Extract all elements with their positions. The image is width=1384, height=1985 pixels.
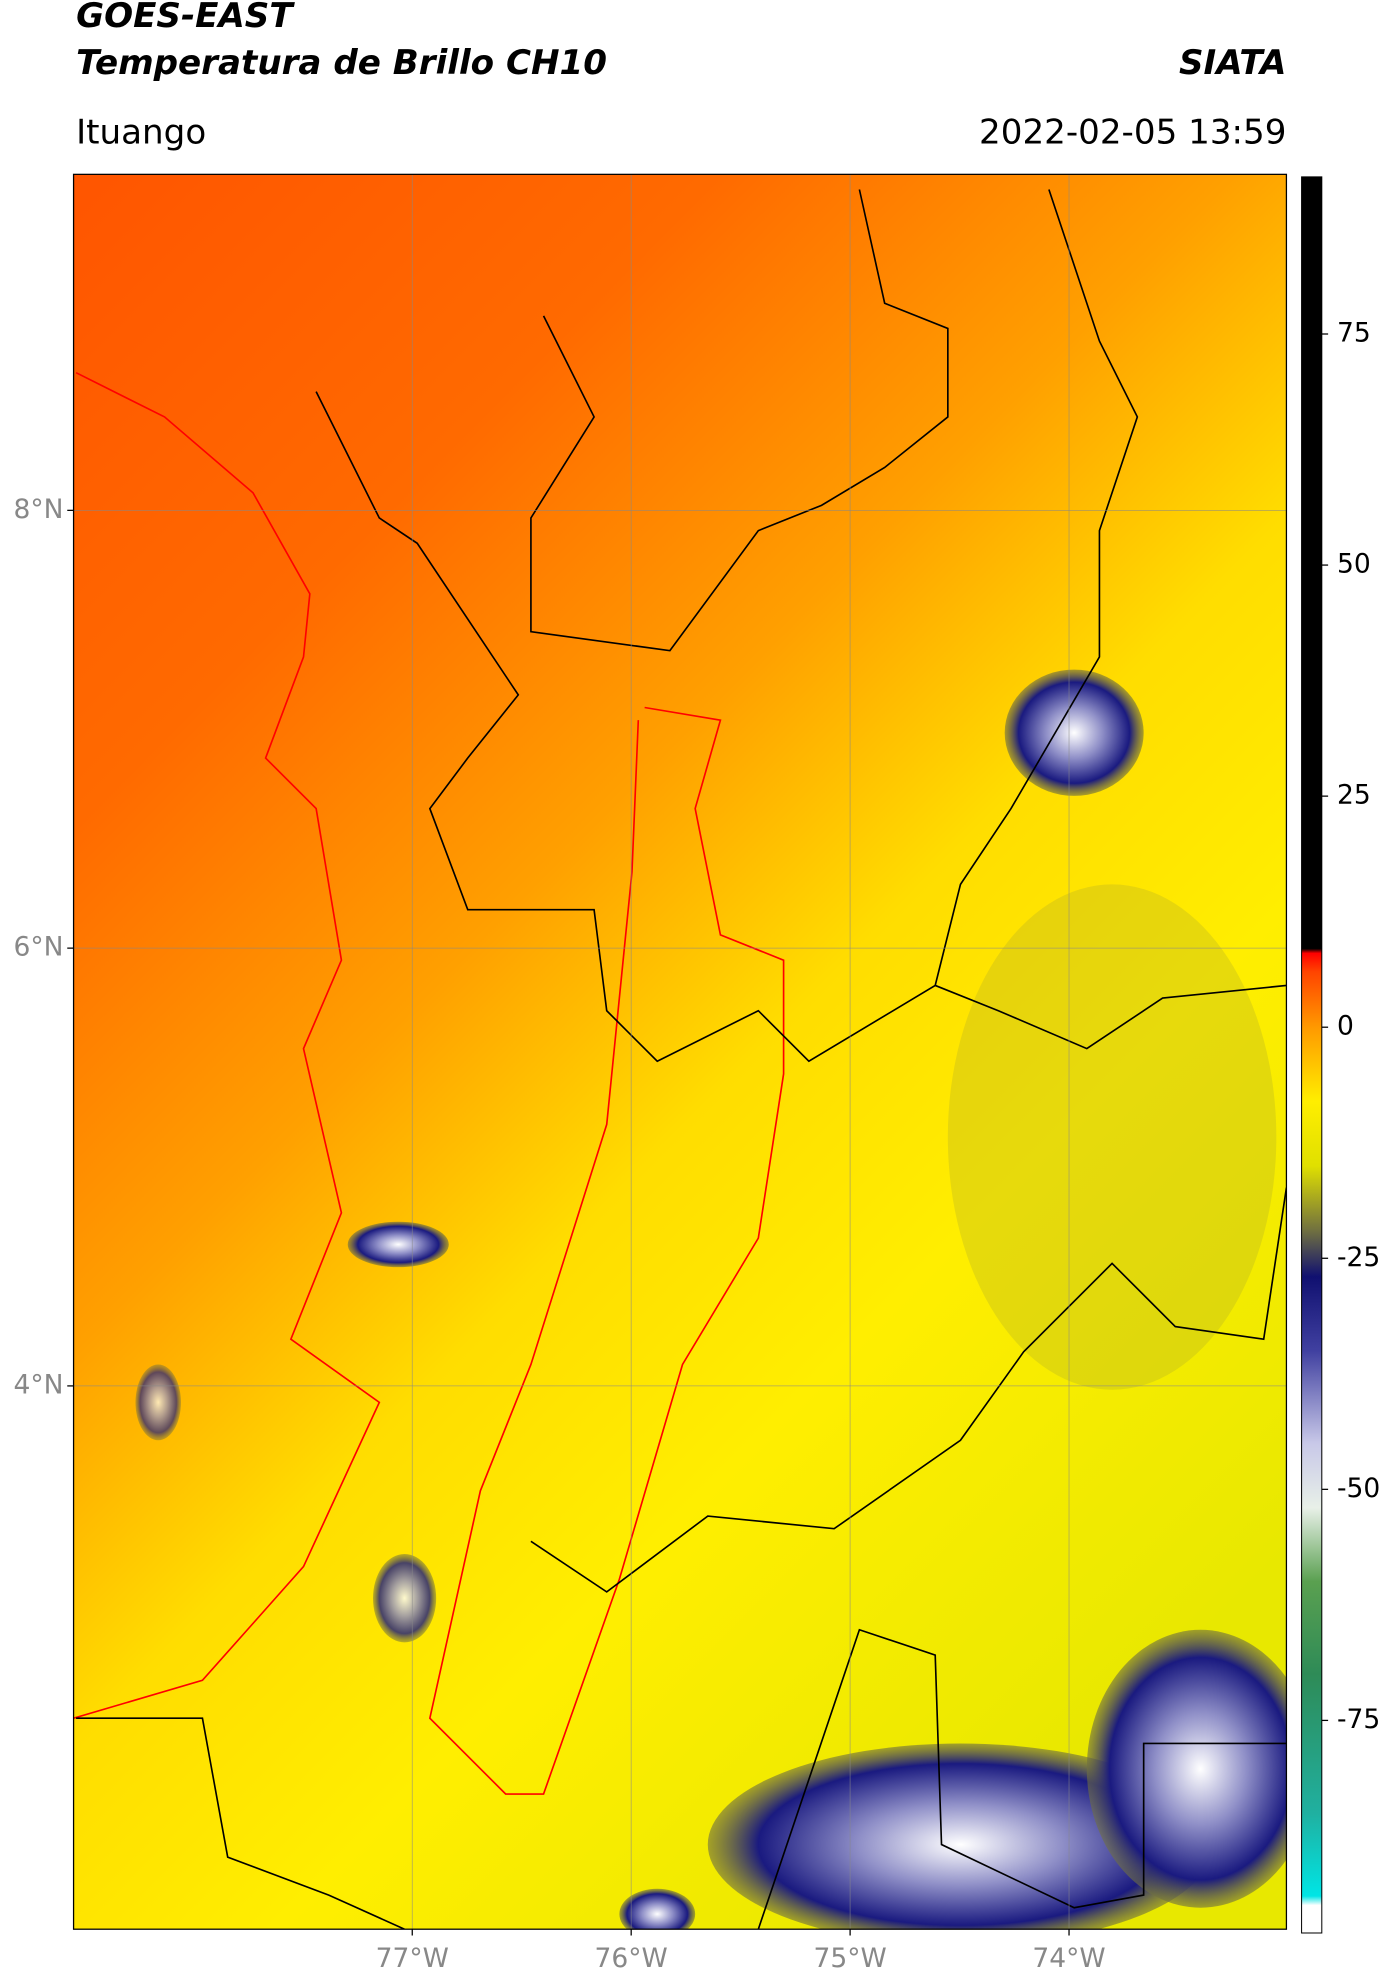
grid bbox=[73, 174, 1287, 1930]
map-image bbox=[73, 174, 1287, 1930]
lat-tick-label: 4°N bbox=[13, 1369, 63, 1400]
lon-tick-label: 76°W bbox=[595, 1943, 668, 1974]
colorbar-tick-label: -50 bbox=[1337, 1473, 1380, 1504]
colorbar-tick-label: 0 bbox=[1337, 1011, 1354, 1042]
colorbar-tick-label: -75 bbox=[1337, 1704, 1380, 1735]
lon-tick-label: 74°W bbox=[1032, 1943, 1105, 1974]
map-frame bbox=[72, 173, 1288, 1930]
lon-tick-label: 77°W bbox=[376, 1943, 449, 1974]
location: Ituango bbox=[76, 112, 206, 152]
colorbar-tick-label: 75 bbox=[1337, 318, 1371, 349]
colorbar-tick-label: 25 bbox=[1337, 780, 1371, 811]
source: SIATA bbox=[1179, 43, 1286, 83]
title: GOES-EAST bbox=[76, 0, 295, 36]
colorbar-tick-label: 50 bbox=[1337, 549, 1371, 580]
colorbar bbox=[1301, 176, 1323, 1934]
lon-tick-label: 75°W bbox=[813, 1943, 886, 1974]
lat-tick-label: 8°N bbox=[13, 494, 63, 525]
datetime: 2022-02-05 13:59 bbox=[979, 112, 1286, 152]
subtitle: Temperatura de Brillo CH10 bbox=[76, 43, 607, 83]
colorbar-tick-label: -25 bbox=[1337, 1242, 1380, 1273]
lat-tick-label: 6°N bbox=[13, 932, 63, 963]
